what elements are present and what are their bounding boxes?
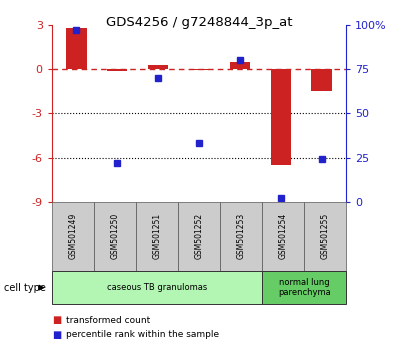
- Text: GSM501254: GSM501254: [279, 213, 288, 259]
- Text: GDS4256 / g7248844_3p_at: GDS4256 / g7248844_3p_at: [106, 16, 292, 29]
- Bar: [230, 62, 250, 69]
- Text: transformed count: transformed count: [66, 316, 150, 325]
- Text: normal lung
parenchyma: normal lung parenchyma: [278, 278, 331, 297]
- Text: GSM501250: GSM501250: [110, 213, 119, 259]
- Bar: [312, 69, 332, 91]
- Bar: [271, 69, 291, 165]
- Text: GSM501252: GSM501252: [195, 213, 203, 259]
- Text: percentile rank within the sample: percentile rank within the sample: [66, 330, 219, 339]
- Text: GSM501249: GSM501249: [68, 213, 77, 259]
- Text: ■: ■: [52, 315, 61, 325]
- Text: cell type: cell type: [4, 282, 46, 293]
- Bar: [66, 28, 86, 69]
- Bar: [148, 65, 168, 69]
- Text: GSM501255: GSM501255: [321, 213, 330, 259]
- Text: ■: ■: [52, 330, 61, 339]
- Text: caseous TB granulomas: caseous TB granulomas: [107, 283, 207, 292]
- Text: GSM501253: GSM501253: [236, 213, 246, 259]
- Bar: [107, 69, 127, 70]
- Bar: [189, 69, 209, 70]
- Text: GSM501251: GSM501251: [152, 213, 162, 259]
